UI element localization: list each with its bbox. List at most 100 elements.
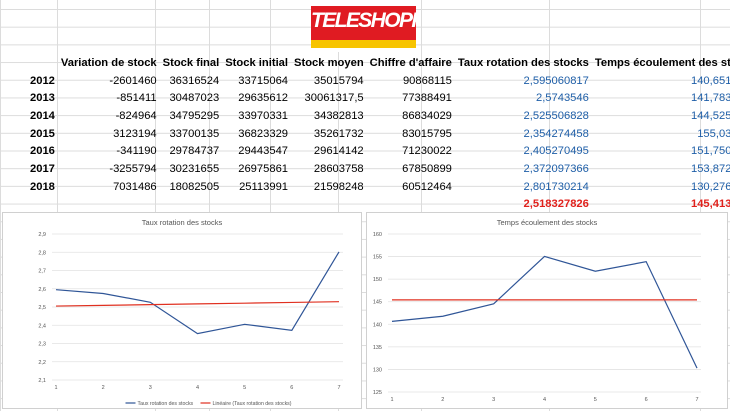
chart-rotation[interactable]: Taux rotation des stocks 2,1 2,2 2,3 2,4 2,5…: [2, 212, 362, 409]
value-cell[interactable]: 2,5743546: [535, 92, 589, 105]
value-cell[interactable]: 33970331: [238, 109, 289, 122]
value-cell[interactable]: 29443547: [238, 145, 289, 158]
table-row: 2015 3123194 33700135 36823329 35261732 83015…: [0, 125, 730, 143]
value-cell[interactable]: 2,405270495: [523, 145, 589, 158]
value-cell[interactable]: 28603758: [313, 162, 364, 175]
value-cell[interactable]: 144,5254457: [690, 109, 730, 122]
empty-cell[interactable]: [0, 196, 58, 214]
empty-cell[interactable]: [367, 196, 455, 214]
table-row: 2012 -2601460 36316524 33715064 35015794 9086…: [0, 72, 730, 90]
value-cell[interactable]: 35261732: [313, 127, 364, 140]
y-tick-label: 150: [373, 277, 382, 283]
value-cell[interactable]: 2,372097366: [523, 162, 589, 175]
column-gridline: [338, 0, 339, 411]
average-cell[interactable]: 145,4137865: [690, 198, 730, 211]
value-cell[interactable]: 35015794: [313, 74, 364, 87]
value-cell[interactable]: 3123194: [113, 127, 157, 140]
column-gridline: [700, 0, 701, 411]
value-cell[interactable]: 71230022: [402, 145, 452, 158]
value-cell[interactable]: -341190: [116, 145, 157, 158]
value-cell[interactable]: -3255794: [109, 162, 157, 175]
value-cell[interactable]: -2601460: [109, 74, 157, 87]
empty-cell[interactable]: [222, 196, 291, 214]
value-cell[interactable]: 83015795: [402, 127, 452, 140]
value-cell[interactable]: 67850899: [402, 162, 452, 175]
value-cell[interactable]: 86834029: [402, 109, 452, 122]
y-tick-label: 2,3: [38, 342, 46, 348]
table-row: 2017 -3255794 30231655 26975861 28603758 6785…: [0, 160, 730, 178]
value-cell[interactable]: 29784737: [169, 145, 220, 158]
value-cell[interactable]: -824964: [115, 109, 157, 122]
column-gridline: [421, 0, 422, 411]
value-cell[interactable]: 26975861: [238, 162, 289, 175]
y-tick-label: 125: [373, 390, 382, 396]
y-tick-label: 160: [373, 232, 382, 238]
x-tick-label: 5: [594, 397, 597, 403]
year-cell[interactable]: 2012: [30, 74, 55, 87]
year-cell[interactable]: 2014: [30, 109, 55, 122]
value-cell[interactable]: 25113991: [239, 180, 289, 193]
y-tick-label: 2,9: [38, 232, 46, 238]
value-cell[interactable]: 30487023: [169, 92, 220, 105]
value-cell[interactable]: 30061317,5: [304, 92, 364, 105]
value-cell[interactable]: 60512464: [402, 180, 452, 193]
y-tick-label: 135: [373, 345, 382, 351]
empty-cell[interactable]: [291, 196, 367, 214]
y-tick-label: 2,2: [38, 360, 46, 366]
y-tick-label: 2,8: [38, 250, 46, 256]
series-line: [391, 255, 698, 369]
value-cell[interactable]: 2,525506828: [523, 109, 589, 122]
value-cell[interactable]: -851411: [116, 92, 157, 105]
year-cell[interactable]: 2017: [30, 162, 55, 175]
header-cell: Stock initial: [225, 56, 289, 69]
value-cell[interactable]: 153,8722673: [690, 162, 730, 175]
year-cell[interactable]: 2016: [30, 145, 55, 158]
value-cell[interactable]: 155,037149: [697, 127, 730, 140]
x-tick-label: 1: [54, 385, 57, 391]
empty-cell[interactable]: [58, 196, 160, 214]
value-cell[interactable]: 77388491: [402, 92, 452, 105]
value-cell[interactable]: 33700135: [169, 127, 220, 140]
x-tick-label: 2: [441, 397, 444, 403]
column-gridline: [57, 0, 58, 411]
x-tick-label: 4: [196, 385, 199, 391]
value-cell[interactable]: 2,595060817: [523, 74, 589, 87]
value-cell[interactable]: 18082505: [169, 180, 220, 193]
value-cell[interactable]: 90868115: [402, 74, 452, 87]
value-cell[interactable]: 141,7831094: [690, 92, 730, 105]
value-cell[interactable]: 30231655: [169, 162, 220, 175]
value-cell[interactable]: 140,6518096: [690, 74, 730, 87]
header-cell: Taux rotation des stocks: [457, 56, 589, 69]
value-cell[interactable]: 36316524: [169, 74, 220, 87]
value-cell[interactable]: 29614142: [313, 145, 364, 158]
year-cell[interactable]: 2015: [30, 127, 55, 140]
value-cell[interactable]: 130,2766405: [690, 180, 730, 193]
table-row: 2013 -851411 30487023 29635612 30061317,5 773…: [0, 89, 730, 107]
table-row: 2014 -824964 34795295 33970331 34382813 86834…: [0, 107, 730, 125]
y-tick-label: 2,5: [38, 305, 46, 311]
empty-cell[interactable]: [160, 196, 223, 214]
value-cell[interactable]: 2,354274458: [523, 127, 589, 140]
average-cell[interactable]: 2,518327826: [523, 198, 589, 211]
y-tick-label: 2,1: [38, 378, 46, 384]
legend-label: Taux rotation des stocks: [138, 401, 194, 407]
value-cell[interactable]: 7031486: [113, 180, 157, 193]
chart-ecoulement-plot: 125 130 135 140 145 150 155 160 1 2 3 4 5 6 7: [373, 232, 701, 403]
year-cell[interactable]: 2018: [30, 180, 55, 193]
value-cell[interactable]: 21598248: [313, 180, 364, 193]
value-cell[interactable]: 151,7500841: [690, 145, 730, 158]
chart-ecoulement[interactable]: Temps écoulement des stocks 125 130 135 140…: [366, 212, 728, 409]
data-table: Variation de stock Stock final Stock ini…: [0, 54, 730, 213]
chart-rotation-plot: 2,1 2,2 2,3 2,4 2,5 2,6 2,7 2,8 2,9 1 2 3 4 5 6 7 Taux r…: [38, 232, 343, 407]
value-cell[interactable]: 36823329: [238, 127, 289, 140]
x-tick-label: 6: [645, 397, 648, 403]
value-cell[interactable]: 2,801730214: [523, 180, 589, 193]
year-cell[interactable]: 2013: [30, 92, 55, 105]
y-tick-label: 145: [373, 300, 382, 306]
value-cell[interactable]: 34795295: [169, 109, 220, 122]
value-cell[interactable]: 33715064: [238, 74, 289, 87]
value-cell[interactable]: 34382813: [313, 109, 364, 122]
table-header-row: Variation de stock Stock final Stock ini…: [0, 54, 730, 72]
x-tick-label: 7: [337, 385, 340, 391]
value-cell[interactable]: 29635612: [238, 92, 289, 105]
